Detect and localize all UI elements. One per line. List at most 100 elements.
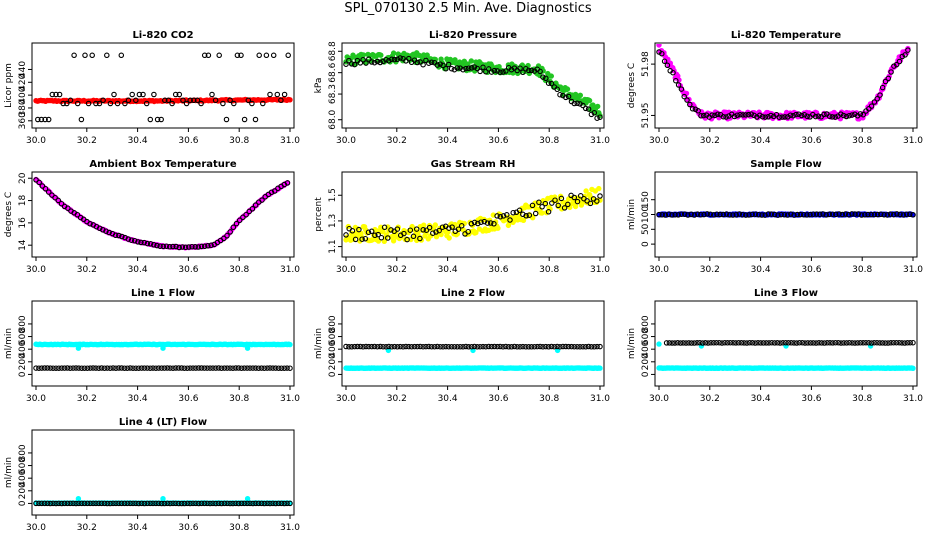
- data-point: [548, 343, 555, 350]
- data-point: [394, 56, 401, 63]
- data-point: [267, 500, 273, 507]
- data-point: [446, 235, 452, 241]
- chart-panel-2: Li-820 Pressure 30.0 30.2 30.4 30.6 30.8 31.0 6…: [314, 30, 610, 146]
- data-point: [216, 52, 222, 59]
- data-point: [101, 500, 108, 507]
- plot-area: [33, 496, 293, 507]
- data-point: [742, 112, 749, 118]
- data-point: [268, 189, 275, 196]
- data-point: [817, 211, 823, 218]
- data-point: [712, 112, 718, 119]
- data-point: [70, 500, 76, 507]
- y-tick-label: 800: [18, 444, 28, 461]
- data-point: [166, 244, 173, 250]
- x-tick-label: 30.0: [336, 265, 356, 275]
- data-point: [140, 91, 146, 98]
- data-point: [230, 500, 236, 507]
- data-point: [894, 211, 900, 217]
- data-point: [187, 500, 193, 507]
- data-point: [176, 91, 183, 98]
- data-point: [52, 194, 58, 201]
- data-point: [154, 116, 161, 123]
- data-point: [87, 365, 93, 371]
- plot-frame: [341, 171, 605, 258]
- data-point: [821, 340, 828, 346]
- data-point: [888, 340, 894, 346]
- data-point: [451, 343, 458, 350]
- data-point: [96, 365, 102, 371]
- data-point: [274, 91, 281, 98]
- data-point: [781, 211, 788, 218]
- data-point: [722, 339, 728, 346]
- data-point: [104, 52, 110, 59]
- data-point: [64, 365, 71, 371]
- data-point: [557, 344, 563, 350]
- plot-frame: [31, 429, 295, 516]
- data-point: [103, 228, 109, 234]
- data-point: [494, 343, 501, 350]
- data-point: [388, 227, 394, 233]
- data-point: [141, 239, 147, 246]
- data-point: [746, 212, 752, 218]
- data-point: [343, 343, 349, 350]
- data-point: [233, 220, 240, 227]
- data-point: [53, 500, 59, 507]
- x-tick-label: 30.0: [336, 394, 356, 404]
- data-point: [192, 244, 198, 250]
- y-axis-label: degrees C: [627, 63, 637, 108]
- data-point: [434, 343, 441, 350]
- data-point: [675, 212, 682, 218]
- data-point: [672, 340, 678, 346]
- data-point: [374, 58, 381, 65]
- data-point: [73, 365, 79, 371]
- data-point: [516, 207, 523, 214]
- data-point: [843, 113, 850, 120]
- data-point: [397, 55, 403, 61]
- data-point: [743, 212, 749, 218]
- data-point: [147, 500, 153, 507]
- data-point: [683, 340, 689, 346]
- plot-area: [33, 176, 291, 251]
- data-point: [198, 365, 205, 371]
- y-tick-label: 420: [18, 73, 28, 90]
- data-point: [58, 365, 65, 371]
- data-point: [235, 500, 242, 507]
- data-point: [439, 224, 446, 230]
- data-point: [666, 340, 673, 346]
- x-tick-label: 30.8: [229, 394, 249, 404]
- data-point: [698, 113, 704, 119]
- data-point: [857, 340, 864, 346]
- data-point: [78, 500, 85, 507]
- data-point: [688, 211, 694, 218]
- data-point: [726, 212, 733, 218]
- data-point: [843, 340, 850, 346]
- x-tick-label: 30.8: [229, 523, 249, 533]
- data-point: [213, 500, 219, 507]
- data-point: [689, 106, 696, 112]
- data-point: [656, 211, 662, 218]
- data-point: [724, 340, 731, 346]
- data-point: [362, 235, 369, 242]
- data-point: [426, 60, 432, 66]
- data-point: [284, 180, 291, 186]
- data-point: [749, 211, 755, 218]
- data-point: [659, 212, 665, 218]
- y-tick-label: 400: [328, 340, 338, 357]
- data-point: [247, 365, 253, 371]
- y-tick-label: 600: [18, 328, 28, 345]
- data-point: [802, 340, 808, 346]
- data-point: [417, 343, 423, 350]
- plot-frame: [341, 42, 605, 129]
- data-point: [244, 345, 251, 351]
- data-point: [733, 340, 739, 346]
- y-axis-label: ml/min: [4, 457, 14, 488]
- data-point: [551, 343, 558, 350]
- data-point: [380, 343, 386, 350]
- data-point: [173, 243, 179, 250]
- data-point: [388, 56, 395, 63]
- data-point: [779, 114, 785, 120]
- data-point: [131, 237, 138, 244]
- data-point: [153, 365, 159, 371]
- data-point: [778, 211, 784, 218]
- data-point: [100, 227, 106, 233]
